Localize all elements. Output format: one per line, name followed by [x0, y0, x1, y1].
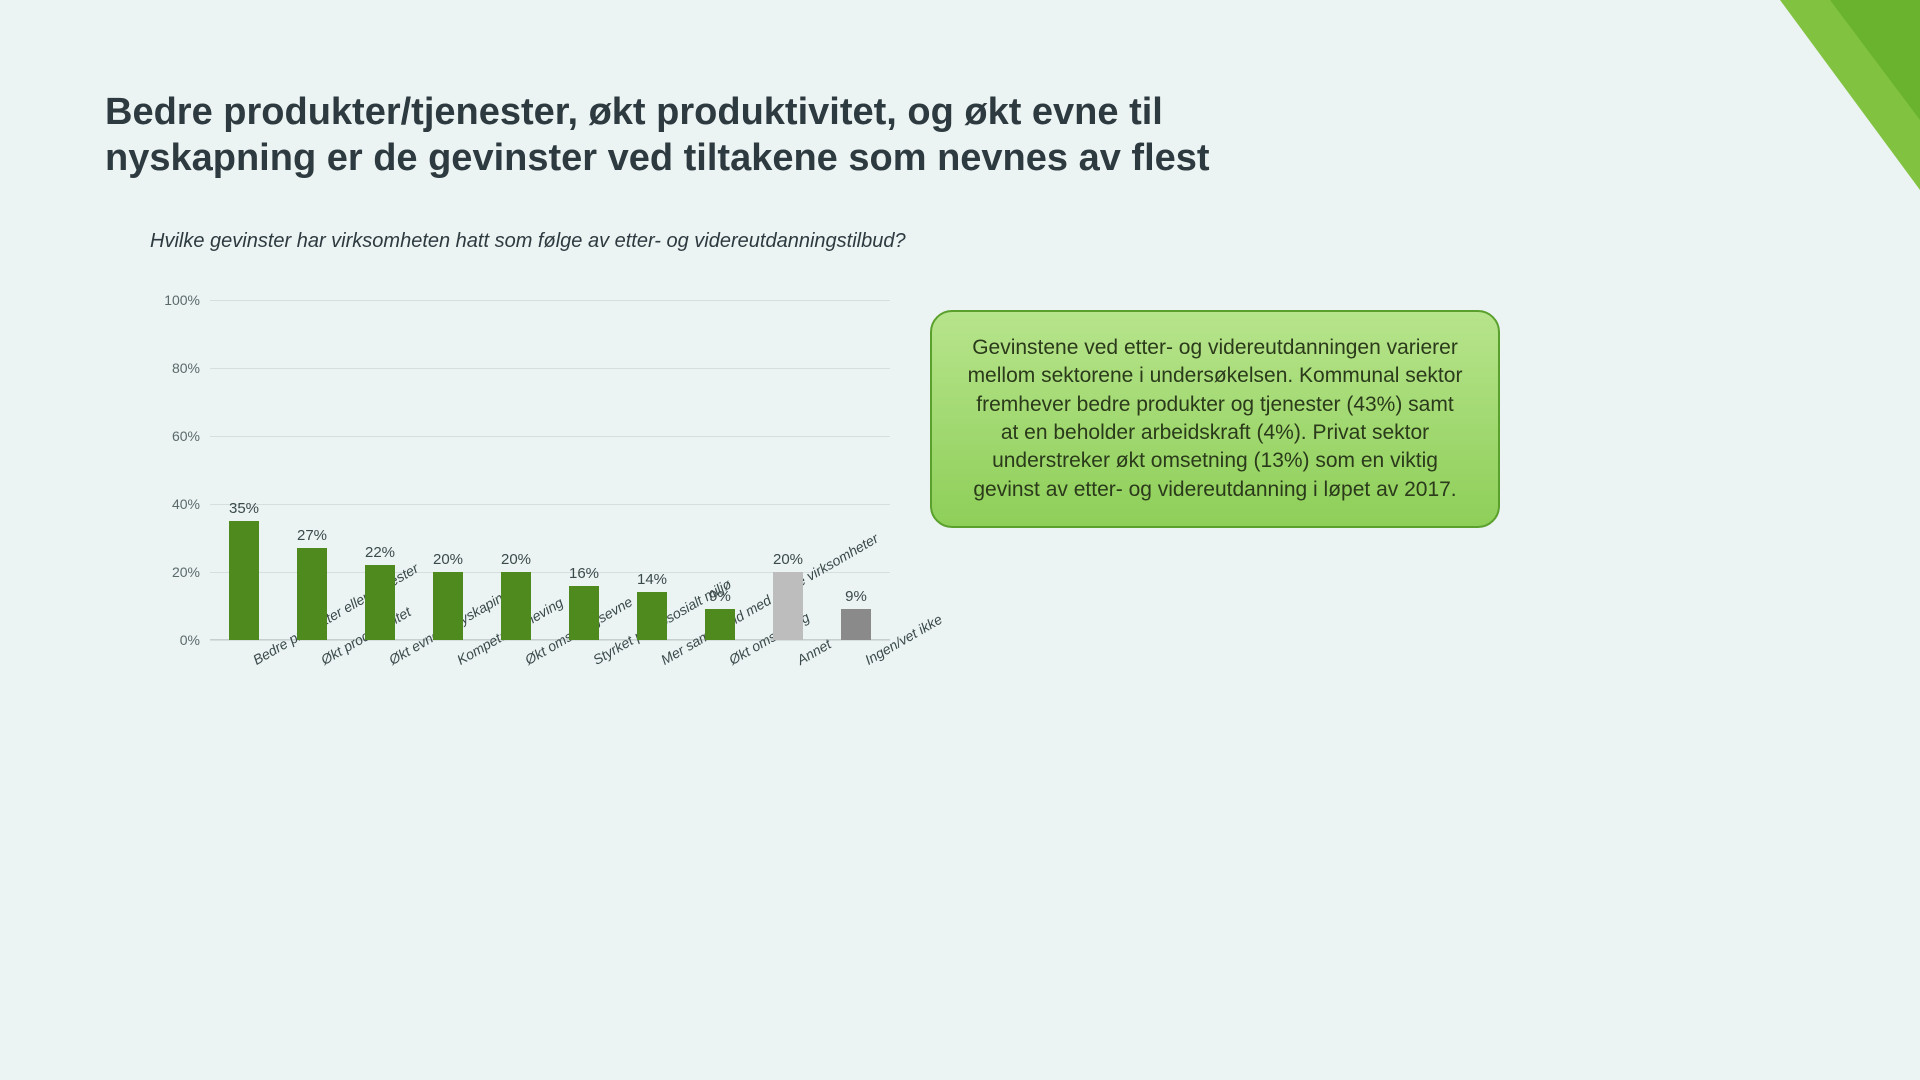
bar-chart: 0%20%40%60%80%100% 35%Bedre produkter el…	[150, 300, 890, 670]
chart-bar: 16%	[569, 586, 599, 640]
chart-bar-slot: 9%Økt omsetning	[686, 300, 754, 640]
chart-bar-slot: 14%Mer samarbeid med andre virksomheter	[618, 300, 686, 640]
chart-bar-value-label: 9%	[709, 588, 731, 605]
chart-y-tick-label: 80%	[150, 360, 200, 376]
chart-bar-value-label: 35%	[229, 500, 259, 517]
chart-y-tick-label: 40%	[150, 496, 200, 512]
chart-subtitle: Hvilke gevinster har virksomheten hatt s…	[150, 230, 906, 253]
chart-x-tick-label: Ingen/vet ikke	[862, 611, 945, 668]
chart-bar: 22%	[365, 565, 395, 640]
chart-y-tick-label: 60%	[150, 428, 200, 444]
chart-bar-slot: 27%Økt produktivitet	[278, 300, 346, 640]
chart-bar-slot: 35%Bedre produkter eller tjenester	[210, 300, 278, 640]
chart-bar-slot: 20%Annet	[754, 300, 822, 640]
chart-bar-value-label: 20%	[433, 551, 463, 568]
chart-y-tick-label: 20%	[150, 564, 200, 580]
chart-bar-slot: 20%Kompetanseheving	[414, 300, 482, 640]
chart-bar: 27%	[297, 548, 327, 640]
chart-bar-slot: 16%Styrket psykososialt miljø	[550, 300, 618, 640]
chart-bar-value-label: 20%	[773, 551, 803, 568]
chart-bar-slot: 9%Ingen/vet ikke	[822, 300, 890, 640]
chart-bar-value-label: 16%	[569, 565, 599, 582]
insight-callout: Gevinstene ved etter- og videreutdanning…	[930, 310, 1500, 528]
chart-y-tick-label: 100%	[150, 292, 200, 308]
page-title: Bedre produkter/tjenester, økt produktiv…	[105, 90, 1305, 181]
chart-bar: 35%	[229, 521, 259, 640]
chart-bar: 9%	[841, 609, 871, 640]
accent-corner	[1780, 0, 1920, 190]
chart-bar-value-label: 27%	[297, 527, 327, 544]
chart-y-tick-label: 0%	[150, 632, 200, 648]
chart-bar-value-label: 22%	[365, 544, 395, 561]
chart-bar-value-label: 14%	[637, 571, 667, 588]
chart-bar-value-label: 20%	[501, 551, 531, 568]
chart-bar: 20%	[433, 572, 463, 640]
chart-bar-slot: 22%Økt evne til nyskaping	[346, 300, 414, 640]
chart-bar: 20%	[501, 572, 531, 640]
chart-bar: 14%	[637, 592, 667, 640]
chart-bar: 20%	[773, 572, 803, 640]
chart-bar-slot: 20%Økt omstillingsevne	[482, 300, 550, 640]
chart-bars-layer: 35%Bedre produkter eller tjenester27%Økt…	[210, 300, 890, 640]
chart-bar-value-label: 9%	[845, 588, 867, 605]
chart-bar: 9%	[705, 609, 735, 640]
